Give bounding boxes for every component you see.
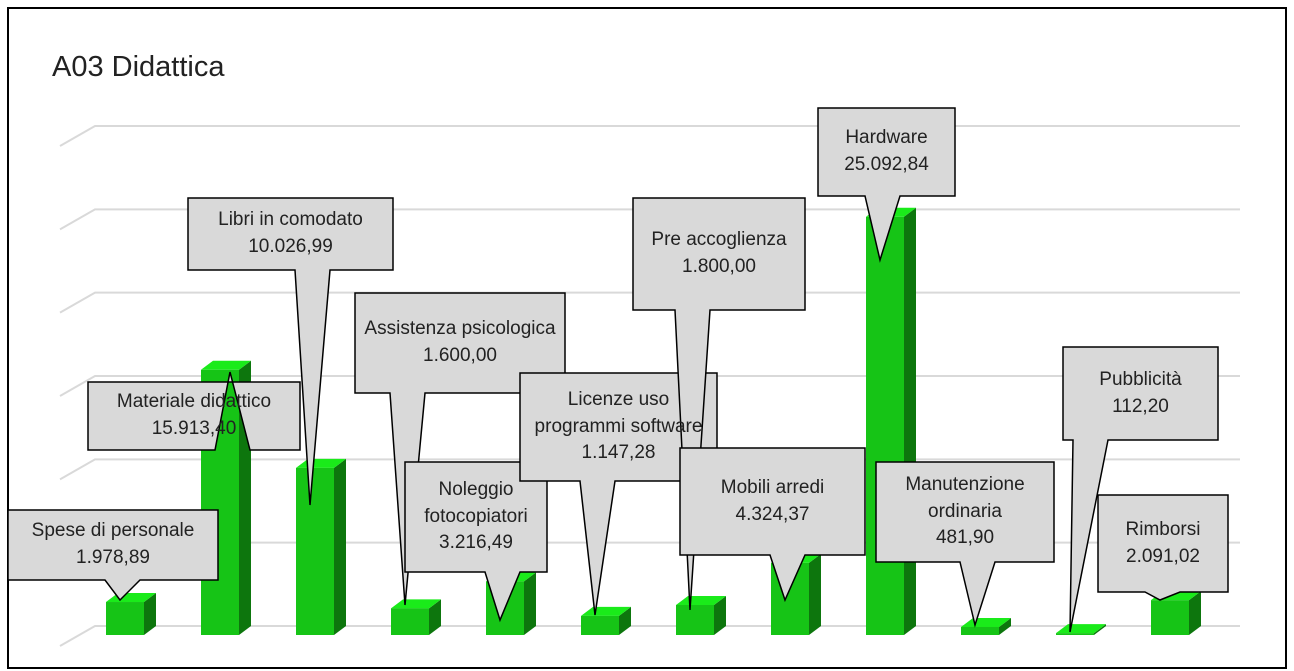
- callout-box: [519, 372, 718, 616]
- data-label: Licenze uso programmi software 1.147,28: [520, 373, 717, 481]
- bar-side: [999, 617, 1011, 635]
- bar-side: [334, 458, 346, 635]
- category-label: Materiale didattico: [116, 391, 272, 413]
- data-label: Manutenzione ordinaria 481,90: [876, 462, 1054, 562]
- bar-side: [524, 572, 536, 635]
- data-label: Materiale didattico 15.913,40: [88, 382, 300, 450]
- bar-side: [429, 599, 441, 635]
- category-label: Assistenza psicologica: [364, 318, 556, 340]
- bar: [961, 626, 999, 635]
- data-label: Pre accoglienza 1.800,00: [633, 198, 805, 310]
- bar-side: [809, 553, 821, 635]
- value-label: 1.147,28: [581, 442, 656, 464]
- callout-box: [679, 447, 866, 603]
- data-label: Pubblicità 112,20: [1063, 347, 1218, 440]
- category-label: Pre accoglienza: [651, 229, 787, 251]
- callout-box: [1097, 494, 1229, 601]
- category-label: Hardware: [845, 127, 928, 149]
- bar-top: [391, 599, 441, 609]
- category-label: Libri in comodato: [218, 209, 363, 231]
- bar-side: [1189, 591, 1201, 635]
- data-label: Assistenza psicologica 1.600,00: [355, 293, 565, 393]
- value-label: 4.324,37: [735, 503, 810, 525]
- bar: [1151, 600, 1189, 635]
- callout-box: [87, 371, 301, 451]
- callout-box: [875, 461, 1055, 628]
- bar-side: [619, 606, 631, 635]
- bar: [391, 608, 429, 635]
- value-label: 1.600,00: [423, 345, 497, 366]
- value-label: 3.216,49: [439, 532, 513, 554]
- category-label: Licenze uso programmi software: [534, 389, 703, 437]
- grid-line: [59, 208, 1240, 231]
- value-label: 481,90: [935, 527, 995, 549]
- value-label: 1.978,89: [76, 547, 150, 568]
- data-label: Mobili arredi 4.324,37: [680, 448, 865, 555]
- grid-line: [59, 625, 1240, 647]
- bar: [1056, 633, 1094, 635]
- bar: [866, 216, 904, 635]
- bar-side: [714, 596, 726, 635]
- bar-side: [904, 207, 916, 635]
- callout-box: [817, 107, 956, 263]
- data-label: Spese di personale 1.978,89: [8, 510, 218, 580]
- data-label: Rimborsi 2.091,02: [1098, 495, 1228, 592]
- category-label: Mobili arredi: [720, 476, 825, 498]
- value-label: 2.091,02: [1126, 545, 1200, 567]
- category-label: Spese di personale: [31, 520, 195, 542]
- bar-side: [1094, 624, 1106, 635]
- bar-top: [201, 360, 251, 370]
- bar-side: [144, 593, 156, 635]
- callout-box: [7, 509, 219, 602]
- value-label: 10.026,99: [248, 236, 333, 257]
- bar-top: [581, 606, 631, 616]
- bar: [676, 605, 714, 635]
- category-label: Noleggio fotocopiatori: [424, 479, 528, 527]
- data-label: Noleggio fotocopiatori 3.216,49: [405, 462, 547, 572]
- category-label: Pubblicità: [1099, 368, 1182, 390]
- callout-box: [1062, 346, 1219, 633]
- category-label: Rimborsi: [1125, 518, 1201, 540]
- bar-top: [1056, 624, 1106, 634]
- data-label: Libri in comodato 10.026,99: [188, 198, 393, 270]
- value-label: 1.800,00: [682, 256, 756, 277]
- value-label: 25.092,84: [844, 154, 929, 175]
- callout-box: [187, 197, 394, 506]
- category-label: Manutenzione ordinaria: [905, 474, 1025, 522]
- bar: [296, 467, 334, 635]
- value-label: 112,20: [1112, 395, 1169, 417]
- value-label: 15.913,40: [151, 418, 237, 439]
- grid-line: [59, 375, 1240, 397]
- chart-title: A03 Didattica: [52, 51, 225, 83]
- data-label: Hardware 25.092,84: [818, 108, 955, 196]
- bar-top: [676, 596, 726, 605]
- bar: [106, 602, 144, 635]
- bar: [581, 615, 619, 635]
- grid-line: [59, 291, 1240, 314]
